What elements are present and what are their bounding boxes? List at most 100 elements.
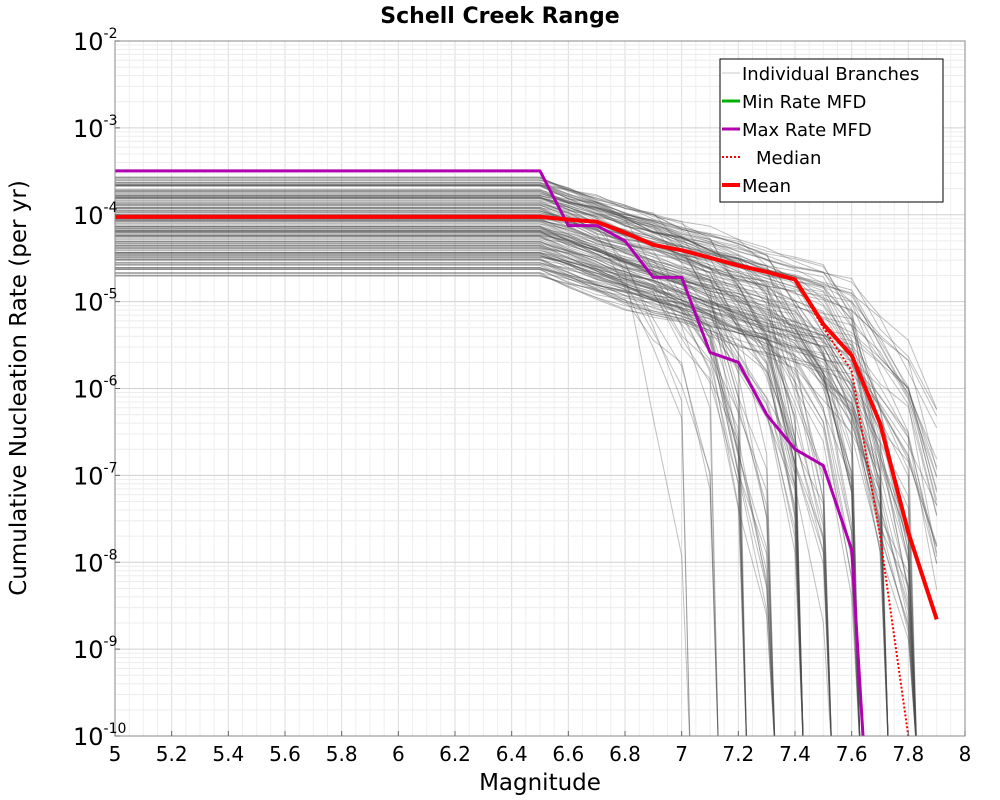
branch-line (115, 252, 832, 736)
branch-line (115, 212, 691, 736)
branch-line (115, 246, 938, 545)
branch-line (115, 258, 889, 736)
branch-line (115, 255, 775, 736)
y-tick-label: 10-10 (73, 721, 126, 751)
branch-line (115, 261, 747, 736)
branch-line (115, 273, 917, 736)
branch-line (115, 229, 861, 736)
branch-line (115, 234, 889, 736)
branch-line (115, 226, 938, 517)
branch-line (115, 208, 861, 736)
branch-line (115, 236, 747, 736)
branch-line (115, 267, 917, 736)
legend-label: Individual Branches (742, 64, 919, 85)
branch-line (115, 235, 889, 736)
branch-line (115, 217, 804, 736)
branch-line (115, 195, 832, 736)
series-line-mean (115, 214, 939, 621)
grid (114, 41, 966, 737)
branch-line (115, 272, 889, 736)
legend-label: Max Rate MFD (742, 120, 872, 141)
branch-line (115, 257, 804, 736)
branch-line (115, 235, 861, 736)
branch-line (115, 185, 747, 736)
x-tick-label: 6.8 (609, 742, 641, 766)
branch-line (115, 245, 804, 736)
branch-line (115, 199, 690, 736)
legend: Individual Branches Min Rate MFD Max Rate … (719, 58, 944, 203)
x-tick-label: 5.2 (156, 742, 188, 766)
branch-line (115, 248, 861, 736)
branch-line (115, 233, 938, 490)
branch-line (115, 205, 938, 493)
branch-line (115, 193, 776, 736)
y-tick-label: 10-2 (73, 26, 118, 56)
y-tick-label: 10-8 (73, 547, 118, 577)
y-tick-label: 10-3 (73, 113, 118, 143)
branch-line (115, 242, 804, 736)
branch-line (115, 275, 860, 736)
branch-line (115, 192, 861, 736)
x-tick-label: 7.2 (722, 742, 754, 766)
legend-label: Median (756, 148, 821, 169)
branch-line (115, 228, 917, 736)
branch-line (115, 228, 917, 736)
y-tick-label: 10-4 (73, 200, 118, 230)
branch-line (115, 249, 775, 736)
branch-line (115, 218, 832, 736)
x-tick-label: 7.4 (779, 742, 811, 766)
branch-line (115, 177, 917, 736)
branch-line (115, 240, 889, 736)
y-tick-label: 10-7 (73, 460, 118, 490)
legend-label: Min Rate MFD (742, 92, 866, 113)
branch-line (115, 220, 776, 736)
branch-line (115, 214, 889, 736)
individual-branches (115, 176, 938, 736)
branch-line (115, 272, 775, 736)
branch-line (115, 252, 938, 590)
branch-line (115, 259, 804, 736)
branch-line (115, 179, 776, 736)
branch-line (115, 264, 860, 736)
branch-line (115, 207, 889, 736)
branch-line (115, 190, 747, 736)
branch-line (115, 251, 719, 736)
branch-line (115, 244, 938, 557)
x-tick-label: 7 (675, 742, 688, 766)
branch-line (115, 269, 719, 736)
branch-line (115, 254, 938, 547)
branch-line (115, 197, 938, 506)
branch-line (115, 210, 889, 736)
branch-line (115, 231, 776, 736)
branch-line (115, 188, 776, 736)
branch-line (115, 267, 804, 736)
x-axis-label: Magnitude (479, 770, 601, 796)
branch-line (115, 262, 747, 736)
x-tick-label: 5.8 (326, 742, 358, 766)
branch-line (115, 246, 938, 565)
branch-line (115, 210, 691, 736)
branch-line (115, 201, 719, 736)
branch-line (115, 219, 861, 736)
branch-line (115, 274, 775, 736)
branch-line (115, 218, 917, 736)
x-tick-label: 8 (959, 742, 972, 766)
branch-line (115, 254, 917, 736)
branch-line (115, 243, 889, 736)
x-tick-label: 6.4 (496, 742, 528, 766)
chart-title: Schell Creek Range (380, 4, 619, 29)
branch-line (115, 223, 804, 736)
branch-line (115, 230, 938, 515)
branch-line (115, 245, 804, 736)
branch-line (115, 196, 938, 460)
x-tick-label: 7.6 (836, 742, 868, 766)
branch-line (115, 226, 747, 736)
branch-line (115, 235, 917, 736)
branch-line (115, 255, 775, 736)
branch-line (115, 225, 889, 736)
branch-line (115, 275, 917, 736)
branch-line (115, 252, 917, 736)
branch-line (115, 231, 889, 736)
branch-line (115, 220, 889, 736)
branch-line (115, 230, 861, 736)
